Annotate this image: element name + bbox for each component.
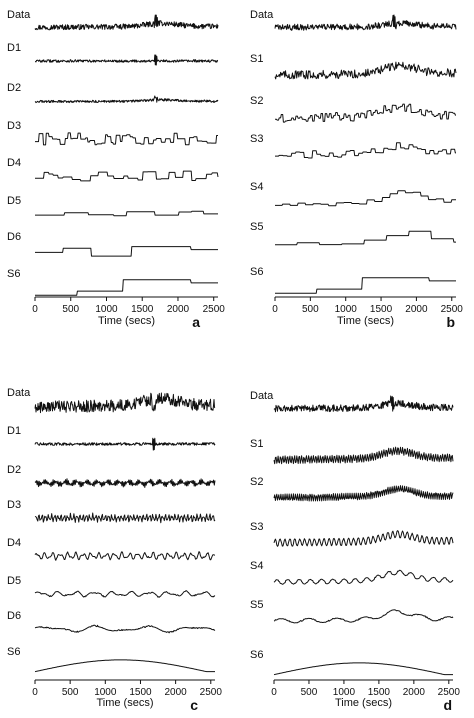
x-axis-title-a: Time (secs) [98, 315, 155, 327]
x-axis-title-b: Time (secs) [337, 315, 394, 327]
series-line-a-d2 [34, 95, 219, 104]
series-line-b-s2 [275, 103, 456, 123]
series-line-a-d4 [35, 170, 219, 182]
series-line-b-data [274, 14, 457, 31]
series-line-c-data [34, 392, 216, 414]
series-line-b-s3 [275, 142, 456, 159]
series-line-d-data [273, 395, 454, 413]
row-label-c-d1: D1 [7, 425, 21, 437]
panel-letter-c: c [190, 697, 198, 713]
x-tick-label-b-1500: 1500 [370, 304, 393, 315]
series-line-d-s5 [273, 609, 454, 624]
x-tick-label-c-2500: 2500 [200, 687, 223, 698]
row-label-c-s6: S6 [7, 646, 20, 658]
x-tick-label-b-0: 0 [272, 304, 278, 315]
series-line-a-s6 [35, 279, 218, 296]
row-label-a-d3: D3 [7, 120, 21, 132]
series-line-b-s6 [275, 277, 456, 294]
series-line-d-s2 [273, 485, 454, 502]
x-tick-label-a-1500: 1500 [131, 304, 154, 315]
row-label-b-s6: S6 [250, 266, 263, 278]
series-line-a-d1 [35, 54, 219, 66]
row-label-d-s1: S1 [250, 438, 263, 450]
x-tick-label-b-1000: 1000 [335, 304, 358, 315]
x-tick-label-a-2500: 2500 [203, 304, 226, 315]
x-tick-label-c-1000: 1000 [94, 687, 117, 698]
series-line-c-d3 [34, 512, 216, 524]
x-tick-label-c-0: 0 [32, 687, 38, 698]
row-label-b-s1: S1 [250, 53, 263, 65]
row-label-a-s6: S6 [7, 268, 20, 280]
x-tick-label-a-500: 500 [62, 304, 79, 315]
x-tick-label-b-2000: 2000 [405, 304, 428, 315]
row-label-a-d1: D1 [7, 42, 21, 54]
series-line-c-d2 [34, 478, 216, 488]
row-label-c-d2: D2 [7, 464, 21, 476]
series-line-a-d5 [35, 210, 218, 217]
series-line-c-d5 [34, 590, 216, 598]
row-label-c-d4: D4 [7, 537, 21, 549]
series-line-d-s4 [273, 569, 454, 585]
x-tick-label-b-500: 500 [302, 304, 319, 315]
x-tick-label-b-2500: 2500 [441, 304, 464, 315]
row-label-c-d6: D6 [7, 610, 21, 622]
row-label-d-s2: S2 [250, 476, 263, 488]
row-label-c-data: Data [7, 387, 31, 399]
x-axis-title-d: Time (secs) [335, 697, 392, 709]
row-label-b-s4: S4 [250, 181, 263, 193]
x-tick-label-c-1500: 1500 [129, 687, 152, 698]
x-axis-title-c: Time (secs) [96, 697, 153, 709]
series-line-b-s1 [274, 61, 457, 80]
x-tick-label-c-2000: 2000 [165, 687, 188, 698]
series-line-b-s5 [275, 230, 456, 246]
x-tick-label-d-2000: 2000 [403, 687, 426, 698]
series-line-b-s4 [275, 190, 456, 207]
series-line-d-s3 [273, 530, 454, 547]
x-tick-label-d-1000: 1000 [333, 687, 356, 698]
row-label-a-d6: D6 [7, 231, 21, 243]
panel-letter-b: b [446, 314, 455, 330]
x-tick-label-a-1000: 1000 [95, 304, 118, 315]
row-label-c-d3: D3 [7, 499, 21, 511]
row-label-d-s6: S6 [250, 649, 263, 661]
x-tick-label-c-500: 500 [62, 687, 79, 698]
row-label-d-data: Data [250, 390, 274, 402]
row-label-a-d4: D4 [7, 157, 21, 169]
series-line-d-s6 [273, 662, 453, 676]
row-label-c-d5: D5 [7, 575, 21, 587]
row-label-b-data: Data [250, 9, 274, 21]
panel-letter-a: a [192, 314, 200, 330]
row-label-a-data: Data [7, 9, 31, 21]
row-label-a-d2: D2 [7, 82, 21, 94]
series-line-c-s6 [34, 659, 215, 673]
row-label-b-s5: S5 [250, 221, 263, 233]
row-label-a-d5: D5 [7, 195, 21, 207]
x-tick-label-d-2500: 2500 [438, 687, 461, 698]
series-line-a-data [34, 14, 219, 31]
x-tick-label-d-500: 500 [301, 687, 318, 698]
series-line-a-d3 [35, 132, 218, 146]
series-line-c-d1 [34, 437, 216, 451]
x-tick-label-d-0: 0 [271, 687, 277, 698]
x-tick-label-a-2000: 2000 [167, 304, 190, 315]
row-label-d-s3: S3 [250, 521, 263, 533]
series-line-c-d6 [34, 624, 216, 634]
row-label-d-s4: S4 [250, 560, 263, 572]
row-label-b-s3: S3 [250, 133, 263, 145]
row-label-b-s2: S2 [250, 95, 263, 107]
x-tick-label-d-1500: 1500 [368, 687, 391, 698]
series-line-d-s1 [273, 446, 454, 465]
row-label-d-s5: S5 [250, 599, 263, 611]
series-line-a-d6 [35, 246, 218, 257]
series-line-c-d4 [34, 551, 216, 561]
panel-letter-d: d [443, 697, 452, 713]
x-tick-label-a-0: 0 [32, 304, 38, 315]
